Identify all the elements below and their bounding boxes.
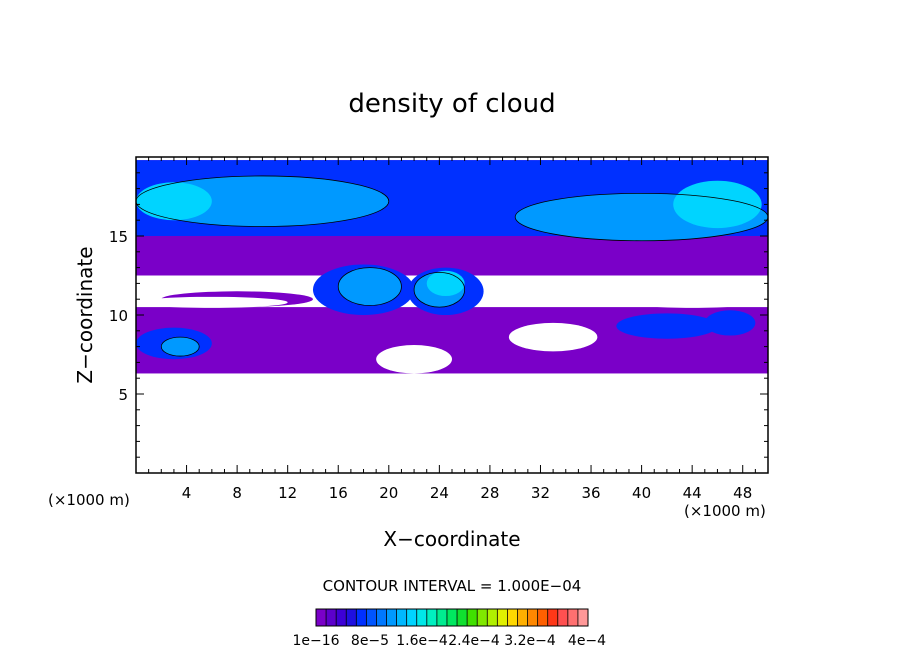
density-patch — [376, 345, 452, 374]
colorbar-tick-label: 1e−16 — [292, 633, 339, 649]
colorbar-swatch — [386, 609, 397, 626]
density-patch — [161, 337, 200, 357]
colorbar-swatch — [436, 609, 448, 626]
colorbar-swatch — [467, 609, 478, 626]
colorbar-tick-label: 2.4e−4 — [448, 633, 500, 649]
z-axis-title: Z−coordinate — [73, 246, 97, 383]
colorbar-swatch — [396, 609, 407, 626]
colorbar-swatch — [326, 609, 337, 626]
x-tick-label: 40 — [632, 484, 651, 502]
contour-line — [160, 336, 200, 357]
colorbar-swatch — [527, 609, 538, 626]
contour-line — [337, 267, 402, 306]
x-tick-label: 36 — [581, 484, 600, 502]
colorbar-swatch — [416, 609, 428, 626]
colorbar-swatch — [446, 609, 458, 626]
colorbar-swatch — [316, 609, 327, 626]
density-patch — [426, 270, 465, 297]
density-patch — [673, 180, 762, 229]
density-patch — [616, 313, 718, 339]
x-tick-label: 4 — [182, 484, 192, 502]
x-axis-unit: (×1000 m) — [684, 502, 766, 520]
density-field — [136, 160, 768, 374]
colorbar-swatch — [577, 609, 589, 626]
x-tick-label: 32 — [531, 484, 550, 502]
density-patch — [338, 267, 402, 306]
contour-interval-label: CONTOUR INTERVAL = 1.000E−04 — [323, 577, 582, 595]
x-tick-label: 8 — [232, 484, 242, 502]
contour-line — [413, 271, 466, 308]
x-tick-label: 12 — [278, 484, 297, 502]
colorbar-swatch — [426, 609, 438, 626]
colorbar-swatch — [547, 609, 559, 626]
z-tick-label: 10 — [109, 307, 128, 325]
density-layer-no-cloud — [136, 174, 756, 374]
colorbar-swatch — [537, 609, 549, 626]
x-tick-label: 24 — [430, 484, 449, 502]
density-patch — [704, 310, 756, 336]
density-layer-high — [136, 180, 762, 297]
density-patch — [508, 322, 598, 352]
colorbar-swatch — [457, 609, 468, 626]
colorbar-swatch — [406, 609, 418, 626]
x-axis-title: X−coordinate — [383, 527, 520, 551]
colorbar-swatch — [517, 609, 528, 626]
x-tick-label: 16 — [329, 484, 348, 502]
density-patch — [136, 182, 212, 221]
colorbar-tick-label: 4e−4 — [568, 633, 606, 649]
contour-line — [136, 175, 390, 227]
x-tick-label: 20 — [379, 484, 398, 502]
z-tick-label: 5 — [118, 386, 128, 404]
colorbar-swatch — [567, 609, 579, 626]
x-tick-label: 28 — [480, 484, 499, 502]
colorbar-tick-label: 8e−5 — [351, 633, 389, 649]
x-tick-label: 44 — [683, 484, 702, 502]
colorbar: 1e−16 8e−5 1.6e−4 2.4e−4 3.2e−4 4e−4 — [292, 608, 606, 649]
colorbar-swatch — [507, 609, 518, 626]
colorbar-swatch — [487, 609, 498, 626]
colorbar-swatch — [346, 609, 357, 626]
density-patch — [628, 296, 756, 308]
colorbar-swatch — [336, 609, 347, 626]
density-patch — [136, 296, 288, 308]
x-tick-label: 48 — [733, 484, 752, 502]
z-axis-unit: (×1000 m) — [48, 491, 130, 509]
colorbar-tick-label: 3.2e−4 — [504, 633, 556, 649]
colorbar-swatch — [366, 609, 377, 626]
colorbar-swatch — [557, 609, 569, 626]
colorbar-swatch — [477, 609, 488, 626]
colorbar-tick-label: 1.6e−4 — [396, 633, 448, 649]
colorbar-swatch — [497, 609, 508, 626]
colorbar-swatch — [376, 609, 387, 626]
z-tick-label: 15 — [109, 228, 128, 246]
colorbar-frame — [315, 608, 589, 627]
chart-title: density of cloud — [348, 89, 555, 119]
colorbar-swatch — [356, 609, 367, 626]
